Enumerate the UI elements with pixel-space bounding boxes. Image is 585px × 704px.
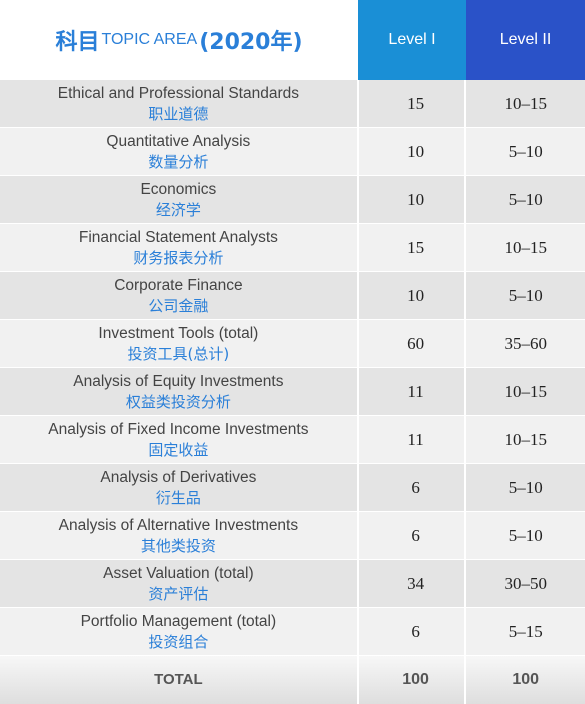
table-row: Analysis of Derivatives 衍生品 6 5–10 — [0, 464, 585, 512]
table-row: Investment Tools (total) 投资工具(总计) 60 35–60 — [0, 320, 585, 368]
topic-cell: Portfolio Management (total) 投资组合 — [0, 608, 359, 655]
table-row: Analysis of Equity Investments 权益类投资分析 11 1… — [0, 368, 585, 416]
level1-weight-cell: 6 — [359, 512, 467, 559]
topic-cell: Analysis of Alternative Investments 其他类投资 — [0, 512, 359, 559]
level2-weight-cell: 5–15 — [508, 621, 543, 641]
topic-cell: Analysis of Derivatives 衍生品 — [0, 464, 359, 511]
topic-name-en: Quantitative Analysis — [106, 132, 251, 150]
table-row: Financial Statement Analysts 财务报表分析 15 10–1… — [0, 224, 585, 272]
topic-name-en: Ethical and Professional Standards — [57, 84, 299, 102]
table-row: Ethical and Professional Standards 职业道德 15… — [0, 80, 585, 128]
topic-cell: Analysis of Equity Investments 权益类投资分析 — [0, 368, 359, 415]
topic-name-en: Analysis of Derivatives — [100, 468, 257, 486]
topic-name-cn: 职业道德 — [148, 104, 209, 123]
topic-name-en: Financial Statement Analysts — [78, 228, 278, 246]
topic-name-en: Asset Valuation (total) — [103, 564, 254, 582]
level1-weight-cell: 6 — [359, 608, 467, 655]
topic-header-year: (2020年) — [199, 30, 303, 55]
topic-name-en: Analysis of Alternative Investments — [58, 516, 299, 534]
level2-weight-cell: 10–15 — [504, 381, 547, 401]
total-level1-cell: 100 — [359, 656, 467, 704]
topic-cell: Financial Statement Analysts 财务报表分析 — [0, 224, 359, 271]
level1-weight-cell: 10 — [359, 176, 467, 223]
total-row: TOTAL 100 100 — [0, 656, 585, 704]
level2-weight-cell: 10–15 — [504, 93, 547, 113]
table-body: Ethical and Professional Standards 职业道德 15… — [0, 80, 585, 656]
total-level2-cell: 100 — [512, 671, 540, 688]
topic-cell: Quantitative Analysis 数量分析 — [0, 128, 359, 175]
level2-weight-cell: 5–10 — [508, 525, 543, 545]
topic-column-header: 科目 TOPIC AREA (2020年) — [0, 0, 358, 80]
level2-weight-cell: 5–10 — [508, 285, 543, 305]
topic-cell: Investment Tools (total) 投资工具(总计) — [0, 320, 359, 367]
topic-name-en: Corporate Finance — [114, 276, 243, 294]
level1-weight-cell: 10 — [359, 272, 467, 319]
topic-name-cn: 资产评估 — [148, 584, 209, 603]
level1-weight-cell: 15 — [359, 80, 467, 127]
topic-cell: Asset Valuation (total) 资产评估 — [0, 560, 359, 607]
topic-name-en: Analysis of Equity Investments — [73, 372, 284, 390]
level2-weight-cell: 30–50 — [504, 573, 547, 593]
topic-name-cn: 投资工具(总计) — [127, 344, 230, 363]
level2-weight-cell: 10–15 — [504, 429, 547, 449]
table-row: Analysis of Fixed Income Investments 固定收益… — [0, 416, 585, 464]
level1-weight-cell: 6 — [359, 464, 467, 511]
level1-weight-cell: 34 — [359, 560, 467, 607]
topic-cell: Ethical and Professional Standards 职业道德 — [0, 80, 359, 127]
topic-name-en: Portfolio Management (total) — [80, 612, 277, 630]
topic-name-cn: 财务报表分析 — [133, 248, 224, 267]
topic-cell: Analysis of Fixed Income Investments 固定收益 — [0, 416, 359, 463]
topic-name-cn: 权益类投资分析 — [125, 392, 231, 411]
level2-column-header: Level II — [466, 0, 585, 80]
topic-name-en: Investment Tools (total) — [98, 324, 259, 342]
level2-weight-cell: 5–10 — [508, 189, 543, 209]
level1-weight-cell: 60 — [359, 320, 467, 367]
topic-cell: Corporate Finance 公司金融 — [0, 272, 359, 319]
level2-weight-cell: 5–10 — [508, 141, 543, 161]
topic-name-cn: 公司金融 — [148, 296, 209, 315]
table-row: Asset Valuation (total) 资产评估 34 30–50 — [0, 560, 585, 608]
topic-name-cn: 其他类投资 — [140, 536, 216, 555]
total-label-cell: TOTAL — [0, 656, 359, 704]
topic-header-cn: 科目 — [55, 30, 100, 55]
table-row: Portfolio Management (total) 投资组合 6 5–15 — [0, 608, 585, 656]
topic-name-cn: 数量分析 — [148, 152, 209, 171]
table-row: Quantitative Analysis 数量分析 10 5–10 — [0, 128, 585, 176]
total-label: TOTAL — [154, 671, 203, 688]
topic-cell: Economics 经济学 — [0, 176, 359, 223]
table-header: 科目 TOPIC AREA (2020年) Level I Level II — [0, 0, 585, 80]
level1-weight-cell: 11 — [359, 416, 467, 463]
level2-weight-cell: 10–15 — [504, 237, 547, 257]
table-row: Analysis of Alternative Investments 其他类投资… — [0, 512, 585, 560]
level2-weight-cell: 35–60 — [504, 333, 547, 353]
topic-name-cn: 固定收益 — [148, 440, 209, 459]
level1-weight-cell: 15 — [359, 224, 467, 271]
table-row: Corporate Finance 公司金融 10 5–10 — [0, 272, 585, 320]
topic-name-en: Analysis of Fixed Income Investments — [48, 420, 309, 438]
topic-header-en: TOPIC AREA — [101, 31, 198, 48]
topic-name-cn: 衍生品 — [155, 488, 201, 507]
table-row: Economics 经济学 10 5–10 — [0, 176, 585, 224]
level1-column-header: Level I — [358, 0, 466, 80]
level1-weight-cell: 10 — [359, 128, 467, 175]
topic-name-cn: 投资组合 — [148, 632, 209, 651]
topic-name-en: Economics — [140, 180, 217, 198]
level2-weight-cell: 5–10 — [508, 477, 543, 497]
topic-name-cn: 经济学 — [155, 200, 201, 219]
level1-weight-cell: 11 — [359, 368, 467, 415]
